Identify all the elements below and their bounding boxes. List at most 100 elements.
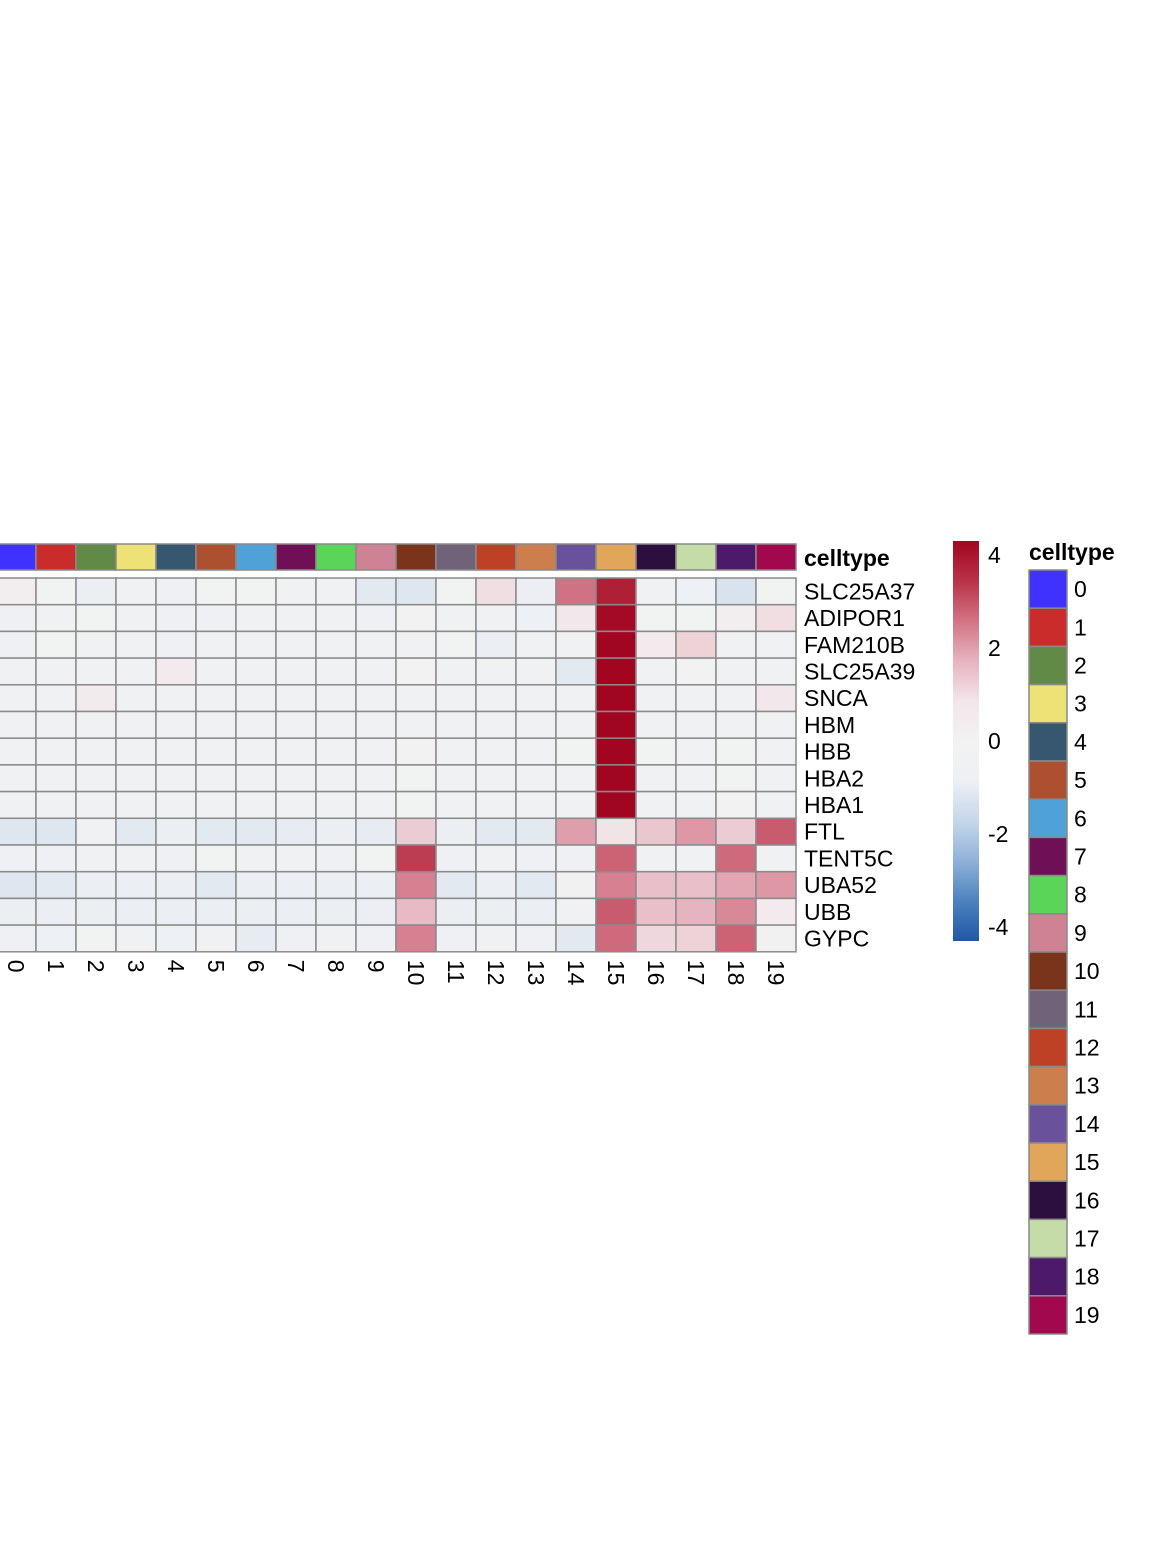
heatmap-cell <box>315 710 357 739</box>
column-label-10: 10 <box>403 960 429 986</box>
heatmap-cell <box>115 764 157 793</box>
heatmap-cell <box>635 684 677 713</box>
legend-label-15: 15 <box>1074 1149 1100 1175</box>
legend-label-18: 18 <box>1074 1264 1100 1290</box>
column-label-14: 14 <box>563 960 589 986</box>
heatmap-cell <box>395 657 437 686</box>
legend-swatch-19 <box>1028 1295 1068 1335</box>
heatmap-cell <box>475 737 517 766</box>
heatmap-cell <box>595 684 637 713</box>
heatmap-cell <box>75 710 117 739</box>
heatmap-cell <box>35 924 77 953</box>
heatmap-cell <box>235 577 277 606</box>
heatmap-cell <box>635 710 677 739</box>
heatmap-cell <box>315 844 357 873</box>
heatmap-cell <box>355 737 397 766</box>
annotation-cell-2 <box>75 543 117 571</box>
heatmap-cell <box>595 764 637 793</box>
heatmap-cell <box>475 603 517 633</box>
heatmap-cell <box>115 684 157 713</box>
heatmap-cell <box>235 870 277 900</box>
heatmap-cell <box>675 817 717 846</box>
heatmap-cell <box>115 657 157 686</box>
heatmap-cell <box>0 790 37 820</box>
heatmap-cell <box>435 817 477 846</box>
row-label-HBA1: HBA1 <box>804 792 864 818</box>
heatmap-cell <box>435 657 477 686</box>
legend-swatch-18 <box>1028 1256 1068 1297</box>
heatmap-cell <box>315 737 357 766</box>
heatmap-cell <box>555 764 597 793</box>
heatmap-cell <box>275 710 317 739</box>
heatmap-cell <box>355 897 397 926</box>
heatmap-cell <box>115 790 157 820</box>
heatmap-cell <box>75 870 117 900</box>
heatmap-cell <box>275 844 317 873</box>
heatmap-cell <box>235 657 277 686</box>
heatmap-cell <box>355 603 397 633</box>
heatmap-cell <box>435 897 477 926</box>
heatmap-cell <box>155 817 197 846</box>
heatmap-cell <box>115 630 157 659</box>
heatmap-cell <box>315 817 357 846</box>
heatmap-cell <box>395 603 437 633</box>
heatmap-cell <box>755 630 797 659</box>
heatmap-cell <box>635 764 677 793</box>
heatmap-cell <box>355 817 397 846</box>
heatmap-cell <box>515 897 557 926</box>
heatmap-cell <box>395 817 437 846</box>
colorbar-gradient <box>953 541 979 941</box>
heatmap-cell <box>75 603 117 633</box>
heatmap-cell <box>115 924 157 953</box>
column-label-8: 8 <box>323 960 349 973</box>
column-label-5: 5 <box>203 960 229 973</box>
legend-swatch-16 <box>1028 1180 1068 1221</box>
heatmap-cell <box>195 737 237 766</box>
legend-label-3: 3 <box>1074 691 1087 717</box>
heatmap-cell <box>235 630 277 659</box>
legend-swatch-13 <box>1028 1065 1068 1106</box>
legend-label-6: 6 <box>1074 805 1087 831</box>
column-label-15: 15 <box>603 960 629 986</box>
heatmap-cell <box>275 630 317 659</box>
heatmap-cell <box>475 844 517 873</box>
column-label-0: 0 <box>3 960 29 973</box>
annotation-cell-1 <box>35 543 77 571</box>
heatmap-cell <box>35 817 77 846</box>
heatmap-cell <box>315 630 357 659</box>
heatmap-cell <box>0 603 37 633</box>
legend-swatch-3 <box>1028 683 1068 724</box>
heatmap-cell <box>515 924 557 953</box>
heatmap-cell <box>555 790 597 820</box>
column-label-16: 16 <box>643 960 669 986</box>
heatmap-cell <box>595 577 637 606</box>
heatmap-cell <box>595 603 637 633</box>
annotation-cell-7 <box>275 543 317 571</box>
heatmap-cell <box>355 710 397 739</box>
legend-label-5: 5 <box>1074 767 1087 793</box>
legend-label-9: 9 <box>1074 920 1087 946</box>
heatmap-cell <box>275 817 317 846</box>
legend-label-19: 19 <box>1074 1302 1100 1328</box>
row-label-TENT5C: TENT5C <box>804 845 893 871</box>
heatmap-cell <box>715 684 757 713</box>
heatmap-cell <box>715 577 757 606</box>
heatmap-cell <box>0 684 37 713</box>
heatmap-cell <box>675 844 717 873</box>
heatmap-cell <box>435 603 477 633</box>
heatmap-cell <box>0 817 37 846</box>
heatmap-cell <box>235 817 277 846</box>
heatmap-cell <box>755 790 797 820</box>
heatmap-cell <box>315 790 357 820</box>
heatmap-cell <box>275 737 317 766</box>
annotation-cell-8 <box>315 543 357 571</box>
annotation-cell-12 <box>475 543 517 571</box>
heatmap-cell <box>355 764 397 793</box>
heatmap-cell <box>35 630 77 659</box>
heatmap-cell <box>515 577 557 606</box>
heatmap-cell <box>515 710 557 739</box>
annotation-cell-15 <box>595 543 637 571</box>
heatmap-cell <box>395 710 437 739</box>
heatmap-cell <box>355 630 397 659</box>
